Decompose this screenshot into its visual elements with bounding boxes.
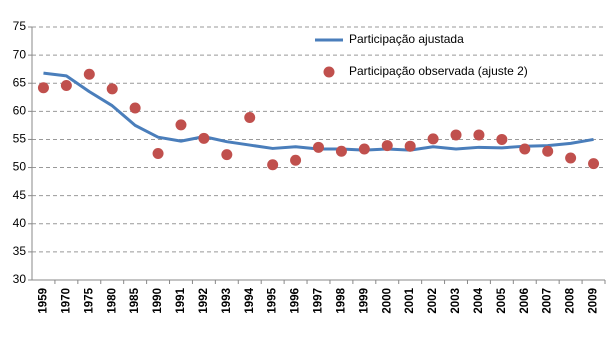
x-tick-label: 1998 <box>335 287 347 313</box>
data-point <box>221 149 233 161</box>
data-point <box>496 133 508 145</box>
x-tick-label: 1996 <box>290 288 302 314</box>
x-tick-label: 1999 <box>358 288 370 314</box>
data-point <box>198 132 210 144</box>
data-point <box>152 148 164 159</box>
data-point <box>83 68 95 80</box>
legend-swatch <box>323 66 335 78</box>
x-tick-label: 1970 <box>60 288 72 314</box>
data-point <box>427 133 439 145</box>
data-point <box>450 129 462 141</box>
x-tick-label: 1985 <box>129 287 141 313</box>
data-point <box>381 140 393 152</box>
legend-label: Participação ajustada <box>349 32 464 46</box>
x-tick-label: 2006 <box>519 288 531 314</box>
x-tick-label: 2007 <box>542 288 554 314</box>
x-tick-label: 1994 <box>244 287 256 313</box>
x-tick-label: 1995 <box>267 287 279 313</box>
x-tick-label: 2001 <box>404 287 416 313</box>
data-point <box>244 112 256 124</box>
data-point <box>358 143 370 155</box>
x-tick-label: 2008 <box>565 287 577 313</box>
data-point <box>290 154 302 166</box>
x-tick-label: 1997 <box>313 288 325 314</box>
x-tick-label: 1991 <box>175 287 187 313</box>
y-tick-label: 65 <box>13 75 27 89</box>
x-tick-label: 2009 <box>588 288 600 314</box>
data-point <box>335 145 347 157</box>
x-tick-label: 2003 <box>450 288 462 314</box>
x-tick-label: 1992 <box>198 288 210 314</box>
x-tick-label: 1980 <box>106 288 118 314</box>
x-tick-label: 2005 <box>496 287 508 313</box>
x-tick-label: 1975 <box>83 287 95 313</box>
data-point <box>129 102 141 114</box>
y-tick-label: 45 <box>13 188 27 202</box>
data-point <box>565 152 577 164</box>
data-point <box>37 82 49 94</box>
x-tick-label: 1990 <box>152 288 164 314</box>
y-tick-label: 55 <box>13 132 27 146</box>
legend-label: Participação observada (ajuste 2) <box>349 64 528 78</box>
data-point <box>106 83 118 95</box>
y-tick-label: 70 <box>13 47 27 61</box>
data-point <box>267 159 279 171</box>
y-tick-label: 35 <box>13 244 27 258</box>
x-tick-label: 1993 <box>221 288 233 314</box>
data-point <box>519 143 531 155</box>
x-tick-label: 1959 <box>37 288 49 314</box>
x-tick-label: 2002 <box>427 288 439 314</box>
data-point <box>542 145 554 157</box>
x-tick-label: 2000 <box>381 288 393 314</box>
data-point <box>473 129 485 141</box>
y-tick-label: 40 <box>13 216 27 230</box>
y-tick-label: 50 <box>13 160 27 174</box>
x-tick-label: 2004 <box>473 287 485 313</box>
data-point <box>588 158 600 170</box>
data-point <box>313 141 324 153</box>
data-point <box>404 140 416 152</box>
y-tick-label: 30 <box>13 272 27 286</box>
y-tick-label: 60 <box>13 104 27 118</box>
data-point <box>175 119 187 131</box>
y-tick-label: 75 <box>13 19 27 33</box>
data-point <box>60 79 72 91</box>
